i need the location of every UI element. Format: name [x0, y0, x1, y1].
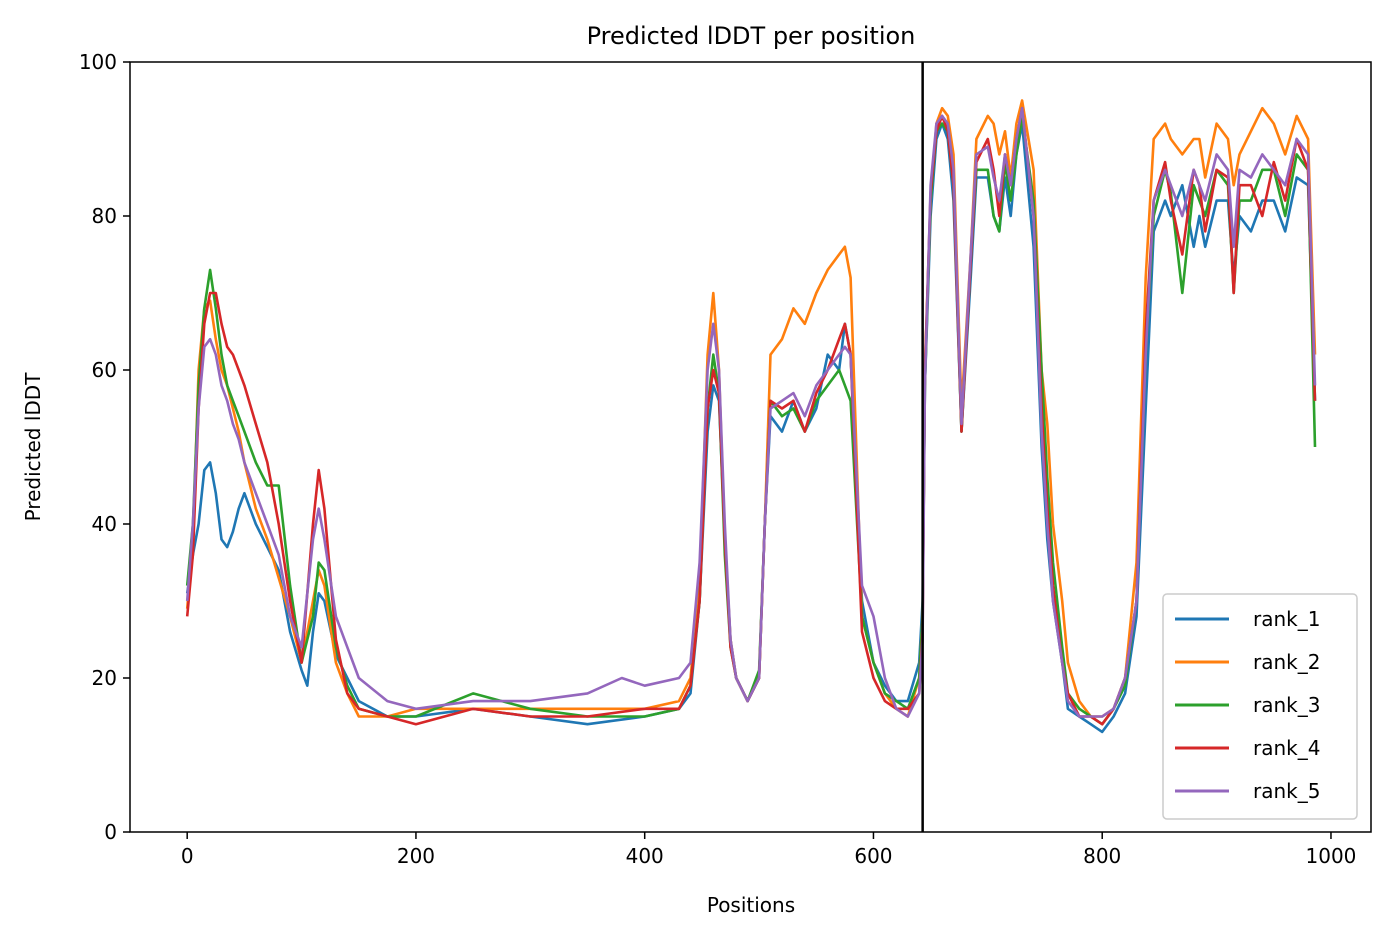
x-axis-label: Positions	[707, 893, 795, 917]
legend-box	[1162, 593, 1358, 820]
y-tick-label: 80	[92, 204, 117, 228]
series-line-rank_5	[185, 106, 1317, 718]
x-tick-label: 600	[854, 844, 892, 868]
plot-frame	[129, 61, 1372, 833]
legend-label-rank_3: rank_3	[1253, 693, 1320, 717]
y-tick-label: 0	[104, 820, 117, 844]
y-tick-label: 100	[79, 50, 117, 74]
legend: rank_1 rank_2 rank_3 rank_4 rank_5	[1162, 593, 1358, 820]
legend-label-rank_2: rank_2	[1253, 650, 1320, 674]
legend-label-rank_4: rank_4	[1253, 736, 1320, 760]
y-tick-label: 20	[92, 666, 117, 690]
x-tick-label: 800	[1083, 844, 1121, 868]
legend-label-rank_1: rank_1	[1253, 607, 1320, 631]
x-tick-label: 400	[626, 844, 664, 868]
chart-title: Predicted lDDT per position	[587, 22, 916, 50]
y-tick-label: 40	[92, 512, 117, 536]
y-tick-label: 60	[92, 358, 117, 382]
x-tick-label: 200	[397, 844, 435, 868]
legend-label-rank_5: rank_5	[1253, 779, 1320, 803]
x-tick-label: 0	[181, 844, 194, 868]
series-line-rank_1	[185, 122, 1317, 734]
x-tick-label: 1000	[1306, 844, 1357, 868]
plot-area: 0 200 400 600 800 1000 0 20 40 60 80 100	[79, 50, 1372, 868]
y-axis-label: Predicted lDDT	[21, 372, 45, 522]
